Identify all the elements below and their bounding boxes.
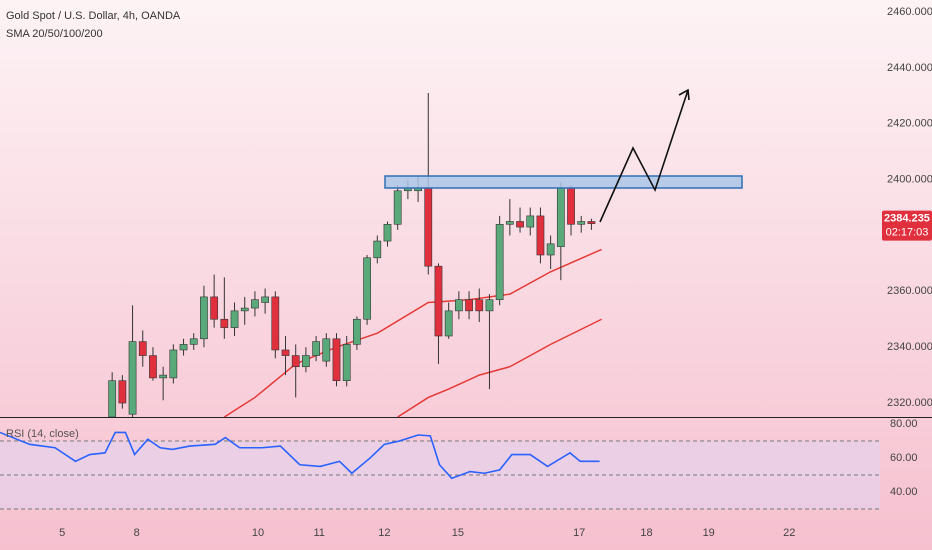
candle-body — [383, 223, 392, 242]
x-tick-label: 15 — [452, 527, 464, 539]
x-tick-label: 5 — [59, 527, 65, 539]
candle-body — [485, 299, 494, 312]
candle-body — [577, 221, 586, 225]
candle-body — [138, 341, 147, 356]
x-tick-label: 18 — [640, 527, 652, 539]
candle-body — [159, 374, 168, 379]
candle-body — [220, 318, 229, 328]
candle-body — [353, 318, 361, 345]
candle-body — [312, 341, 320, 356]
y-tick-label: 2440.000 — [887, 62, 932, 74]
x-tick-label: 11 — [313, 527, 324, 539]
x-tick-label: 19 — [703, 527, 715, 539]
y-tick-label: 2400.000 — [887, 173, 932, 185]
candle-body — [342, 344, 351, 381]
candle-body — [332, 338, 341, 381]
candle-body — [373, 240, 382, 259]
candle-body — [200, 296, 208, 340]
rsi-pane — [0, 431, 880, 510]
last-price-tag — [882, 210, 932, 241]
candle-body — [475, 299, 484, 312]
candle-body — [567, 187, 575, 225]
rsi-tick-label: 40.00 — [890, 486, 918, 498]
x-tick-label: 8 — [134, 527, 140, 539]
candle-body — [505, 221, 514, 225]
candle-body — [393, 190, 402, 225]
candle-body — [536, 215, 545, 256]
candle-body — [179, 344, 188, 351]
candle-body — [108, 380, 117, 417]
candle-body — [516, 221, 524, 228]
y-tick-label: 2360.000 — [887, 285, 932, 297]
y-tick-label: 2320.000 — [887, 397, 932, 409]
rsi-line — [0, 431, 600, 480]
candle-body — [230, 310, 239, 328]
resistance-zone — [384, 175, 743, 189]
sma-line — [397, 318, 602, 417]
candle-body — [434, 265, 443, 337]
candle-body — [556, 187, 565, 247]
x-tick-label: 10 — [252, 527, 264, 539]
arrow-head — [678, 88, 690, 101]
candle-body — [465, 299, 473, 312]
rsi-tick-label: 80.00 — [890, 418, 918, 430]
candle-body — [424, 187, 433, 267]
indicator-label: SMA 20/50/100/200 — [6, 28, 103, 40]
candle-body — [302, 355, 310, 368]
candle-body — [322, 338, 331, 362]
x-tick-label: 17 — [573, 527, 585, 539]
candle-body — [251, 299, 259, 309]
sma-line — [223, 248, 602, 417]
candle-body — [169, 349, 178, 379]
candle-body — [526, 215, 535, 228]
candle-body — [128, 341, 137, 415]
x-tick-label: 12 — [378, 527, 390, 539]
x-tick-label: 22 — [783, 527, 795, 539]
candle-body — [189, 338, 198, 345]
candle-body — [363, 257, 371, 320]
candle-body — [118, 380, 127, 404]
candle-body — [281, 349, 290, 356]
last-price-label: 2384.235 — [884, 213, 930, 225]
price-pane — [108, 93, 602, 417]
candle-body — [454, 299, 463, 312]
candle-body — [210, 296, 219, 320]
candle-body — [240, 307, 249, 312]
chart-title: Gold Spot / U.S. Dollar, 4h, OANDA — [6, 10, 181, 22]
projection-arrow — [599, 89, 689, 223]
candle-body — [149, 355, 157, 379]
axes: 2460.000 2440.000 2420.000 2400.000 2360.000… — [59, 6, 932, 539]
rsi-band — [0, 440, 880, 509]
rsi-label: RSI (14, close) — [6, 428, 79, 440]
candle-body — [546, 243, 555, 256]
y-tick-label: 2420.000 — [887, 118, 932, 130]
candle-body — [261, 296, 269, 303]
candle-body — [291, 355, 300, 368]
candle-body — [495, 223, 504, 300]
candle-body — [587, 221, 596, 224]
candle-body — [271, 296, 280, 351]
y-tick-label: 2340.000 — [887, 341, 932, 353]
y-tick-label: 2460.000 — [887, 6, 932, 18]
rsi-tick-label: 60.00 — [890, 452, 918, 464]
countdown-label: 02:17:03 — [886, 227, 929, 239]
candle-body — [444, 310, 453, 337]
